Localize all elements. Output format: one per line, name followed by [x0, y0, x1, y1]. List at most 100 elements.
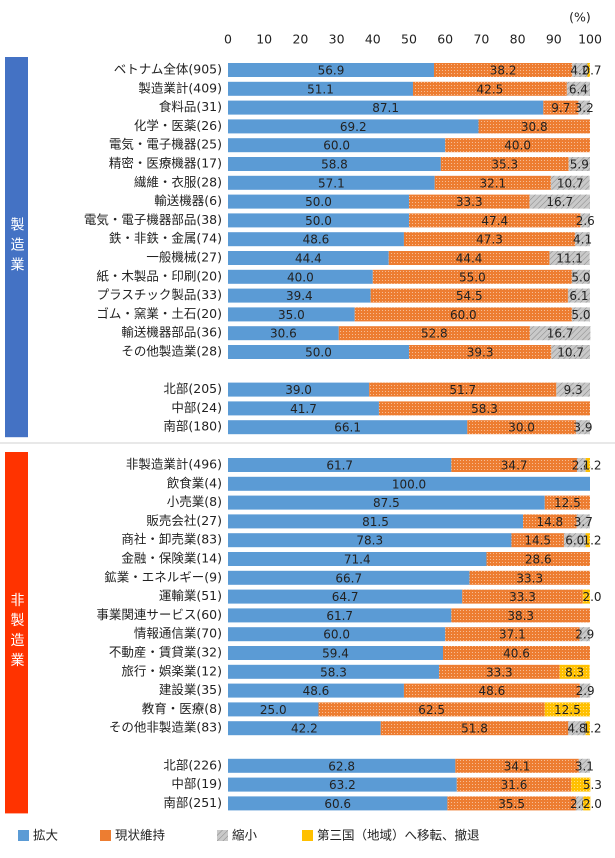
value-label: 59.4 — [322, 647, 349, 661]
value-label: 33.3 — [509, 590, 536, 604]
value-label: 34.7 — [501, 459, 528, 473]
value-label: 14.5 — [524, 534, 551, 548]
bar-texture — [486, 552, 590, 566]
y-tick-label: 輸送機器部品(36) — [121, 325, 222, 340]
value-label: 35.0 — [278, 308, 305, 322]
value-label: 81.5 — [362, 515, 389, 529]
y-tick-label: 運輸業(51) — [159, 588, 222, 603]
bar-texture — [585, 533, 590, 548]
x-tick-label: 100 — [578, 32, 602, 47]
value-label: 40.0 — [504, 139, 531, 153]
value-label: 62.5 — [418, 703, 445, 717]
value-label: 4.1 — [573, 233, 592, 247]
bar-texture — [529, 326, 591, 341]
y-tick-label: ベトナム全体(905) — [114, 62, 222, 77]
value-label: 60.0 — [323, 628, 350, 642]
value-label: 14.8 — [536, 515, 563, 529]
bar-segment — [228, 552, 487, 566]
y-tick-label: 非製造業計(496) — [126, 457, 222, 472]
value-label: 66.7 — [335, 571, 362, 585]
bar-segment — [228, 758, 456, 773]
bar-segment — [228, 194, 409, 209]
bar-segment — [228, 81, 413, 96]
bar-segment — [228, 570, 470, 585]
y-tick-label: 販売会社(27) — [146, 513, 222, 528]
value-label: 5.9 — [570, 158, 589, 172]
bar-texture — [576, 514, 590, 529]
bar-segment — [228, 627, 446, 642]
value-label: 1.2 — [582, 534, 601, 548]
value-label: 33.3 — [486, 665, 513, 679]
bar-segment — [228, 288, 371, 303]
value-label: 52.8 — [421, 327, 448, 341]
bar-texture — [529, 194, 590, 209]
y-tick-label: 北部(226) — [163, 757, 222, 772]
value-label: 48.6 — [303, 233, 330, 247]
bar-segment — [228, 721, 381, 736]
bar-texture — [469, 570, 590, 585]
bar-texture — [571, 269, 590, 284]
value-label: 38.3 — [507, 609, 534, 623]
value-label: 58.3 — [471, 402, 498, 416]
value-label: 4.8 — [567, 722, 586, 736]
value-label: 42.5 — [477, 82, 504, 96]
bar-segment — [228, 589, 463, 604]
value-label: 3.1 — [575, 759, 594, 773]
bar-texture — [578, 100, 590, 115]
bar-segment — [228, 326, 339, 341]
value-label: 33.3 — [456, 195, 483, 209]
bar-texture — [443, 646, 590, 660]
y-tick-label: 食料品(31) — [159, 99, 222, 114]
y-tick-label: 事業関連サービス(60) — [96, 607, 222, 622]
bar-texture — [354, 307, 572, 322]
bar-segment — [228, 251, 389, 265]
bar-segment — [228, 683, 404, 698]
value-label: 40.0 — [287, 270, 314, 284]
value-label: 4.2 — [570, 64, 589, 78]
bar-texture — [380, 721, 569, 736]
bar-texture — [388, 251, 550, 265]
value-label: 60.0 — [450, 308, 477, 322]
bar-texture — [571, 307, 590, 322]
value-label: 50.0 — [305, 195, 332, 209]
x-tick-label: 80 — [510, 32, 526, 47]
value-label: 58.3 — [320, 665, 347, 679]
y-tick-label: 中部(19) — [171, 776, 222, 791]
bar-texture — [378, 401, 590, 416]
value-label: 51.8 — [461, 722, 488, 736]
value-label: 5.3 — [583, 778, 602, 792]
bar-segment — [228, 702, 319, 717]
value-label: 87.1 — [372, 101, 399, 115]
bar-texture — [556, 382, 590, 397]
x-tick-label: 10 — [256, 32, 272, 47]
value-label: 2.9 — [576, 684, 595, 698]
group-label: 製造業 — [9, 217, 25, 277]
value-label: 11.1 — [556, 252, 583, 266]
bar-texture — [455, 758, 579, 773]
bar-texture — [403, 232, 576, 247]
bar-texture — [445, 627, 580, 642]
bar-segment — [228, 157, 441, 171]
x-tick-label: 90 — [546, 32, 562, 47]
value-label: 1.2 — [582, 459, 601, 473]
x-tick-label: 20 — [292, 32, 308, 47]
y-tick-label: 小売業(8) — [167, 494, 222, 509]
bar-segment — [228, 514, 524, 529]
y-tick-label: 紙・木製品・印刷(20) — [96, 268, 222, 283]
y-tick-label: 中部(24) — [171, 400, 222, 415]
y-tick-label: 北部(205) — [163, 381, 222, 396]
value-label: 50.0 — [305, 346, 332, 360]
bar-segment — [228, 232, 404, 247]
bar-texture — [451, 458, 577, 472]
bar-segment — [228, 664, 440, 679]
bar-segment — [228, 175, 435, 190]
value-label: 12.5 — [554, 703, 581, 717]
bar-texture — [543, 100, 579, 115]
value-label: 51.1 — [307, 82, 334, 96]
bar-texture — [544, 702, 590, 717]
bar-segment — [228, 345, 409, 359]
bar-texture — [575, 796, 584, 811]
value-label: 9.7 — [551, 101, 570, 115]
bar-texture — [578, 758, 590, 773]
y-tick-label: 繊維・衣服(28) — [134, 174, 222, 189]
